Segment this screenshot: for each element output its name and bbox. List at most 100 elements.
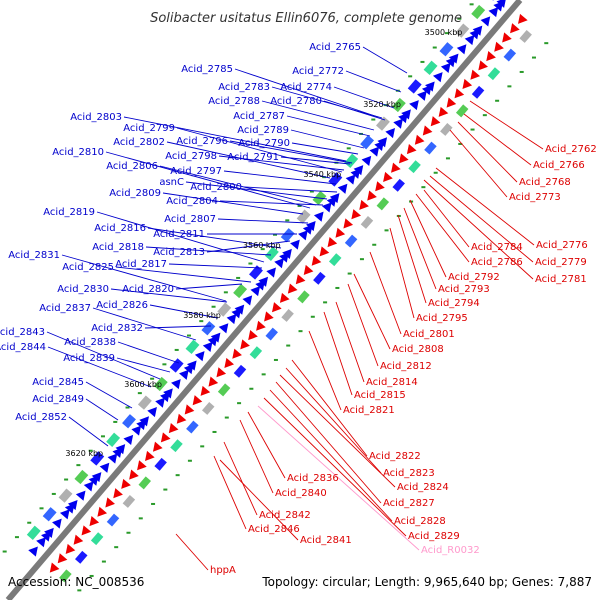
reverse-gene-arrow — [73, 534, 84, 545]
forward-gene-arrow — [88, 475, 99, 486]
gene-label-reverse: Acid_2779 — [535, 257, 587, 268]
leader-line — [415, 193, 470, 263]
tick-mark — [432, 46, 437, 49]
leader-line — [290, 129, 365, 149]
leader-line — [285, 367, 382, 474]
gene-block — [249, 265, 263, 280]
gene-label-forward: Acid_2826 — [96, 300, 148, 311]
gene-block — [170, 439, 183, 453]
reverse-gene-arrow — [240, 339, 250, 350]
reverse-gene-arrow — [494, 41, 504, 52]
tick-mark — [323, 301, 328, 304]
leader-line — [68, 416, 109, 447]
gene-label-forward: Acid_2819 — [43, 207, 95, 218]
accession-text: Accession: NC_008536 — [8, 575, 145, 589]
tick-mark — [39, 507, 44, 510]
gene-block — [185, 339, 200, 354]
reverse-gene-arrow — [129, 469, 139, 480]
forward-gene-arrow — [231, 308, 242, 319]
forward-gene-arrow — [456, 44, 467, 55]
tick-mark — [346, 147, 351, 150]
gene-label-reverse: Acid_2822 — [369, 451, 421, 462]
leader-line — [159, 165, 317, 206]
gene-label-reverse: Acid_2793 — [438, 284, 490, 295]
reverse-gene-arrow — [160, 432, 171, 443]
gene-label-reverse: Acid_2768 — [519, 177, 571, 188]
gene-block — [439, 42, 454, 57]
reverse-gene-arrow — [176, 413, 187, 424]
gene-label-forward: Acid_2838 — [64, 337, 116, 348]
gene-block — [265, 327, 278, 341]
tick-mark — [175, 474, 180, 477]
forward-gene-arrow — [302, 224, 313, 235]
gene-label-reverse: Acid_2814 — [366, 377, 418, 388]
leader-line — [168, 263, 263, 269]
reverse-gene-arrow — [486, 51, 496, 62]
gene-label-forward: Acid_2765 — [309, 42, 361, 53]
forward-gene-arrow — [409, 100, 419, 111]
reverse-gene-arrow — [248, 330, 258, 341]
tick-mark — [297, 204, 302, 207]
tick-mark — [273, 358, 278, 361]
leader-line — [362, 46, 408, 74]
leader-line — [389, 227, 415, 319]
gene-label-reverse: Acid_2821 — [343, 405, 395, 416]
scale-mark-label: 3580 kbp — [183, 311, 221, 320]
gene-block — [217, 383, 231, 397]
leader-line — [92, 307, 197, 341]
forward-gene-arrow — [393, 118, 403, 129]
leader-line — [175, 283, 243, 290]
reverse-gene-arrow — [65, 543, 76, 555]
tick-mark — [309, 190, 314, 193]
reverse-gene-arrow — [271, 302, 282, 313]
forward-gene-arrow — [345, 174, 356, 185]
forward-gene-arrow — [147, 406, 157, 418]
forward-gene-arrow — [469, 29, 480, 40]
gene-label-reverse: Acid_R0032 — [421, 545, 480, 556]
tick-mark — [76, 464, 81, 467]
gene-block — [201, 402, 215, 415]
leader-line — [280, 156, 351, 165]
tick-mark — [495, 99, 500, 102]
forward-gene-arrow — [361, 155, 372, 166]
reverse-gene-arrow — [208, 376, 219, 387]
gene-block — [408, 160, 421, 174]
tick-mark — [126, 531, 131, 534]
reverse-gene-arrow — [49, 562, 60, 573]
gene-block — [344, 153, 359, 168]
leader-line — [271, 86, 383, 119]
tick-mark — [445, 32, 450, 35]
tick-mark — [335, 286, 340, 289]
forward-gene-arrow — [369, 146, 380, 157]
leader-line — [243, 186, 338, 193]
gene-block — [201, 321, 216, 336]
leader-line — [463, 113, 532, 166]
reverse-gene-arrow — [462, 78, 473, 90]
gene-label-reverse: Acid_2846 — [248, 524, 300, 535]
forward-gene-arrow — [64, 503, 75, 514]
reverse-gene-arrow — [335, 227, 346, 238]
gene-label-forward: Acid_2820 — [122, 284, 174, 295]
gene-block — [487, 67, 501, 81]
forward-gene-arrow — [493, 1, 504, 12]
reverse-gene-arrow — [295, 274, 306, 285]
gene-block — [376, 197, 390, 211]
leader-line — [308, 330, 342, 411]
tick-mark — [27, 521, 32, 524]
gene-label-reverse: Acid_2812 — [380, 361, 432, 372]
gene-block — [471, 85, 485, 99]
gene-block — [217, 302, 232, 317]
forward-gene-arrow — [298, 230, 308, 241]
gene-label-forward: Acid_2787 — [233, 111, 285, 122]
gene-block — [376, 116, 390, 131]
gene-block — [186, 420, 199, 434]
gene-block — [392, 178, 405, 192]
tick-mark — [310, 315, 315, 318]
forward-gene-arrow — [160, 391, 170, 403]
tick-mark — [396, 214, 401, 217]
scale-mark-label: 3540 kbp — [304, 170, 342, 179]
leader-line — [397, 214, 427, 304]
leader-line — [469, 100, 544, 150]
leader-line — [144, 325, 212, 329]
tick-mark — [89, 574, 94, 577]
